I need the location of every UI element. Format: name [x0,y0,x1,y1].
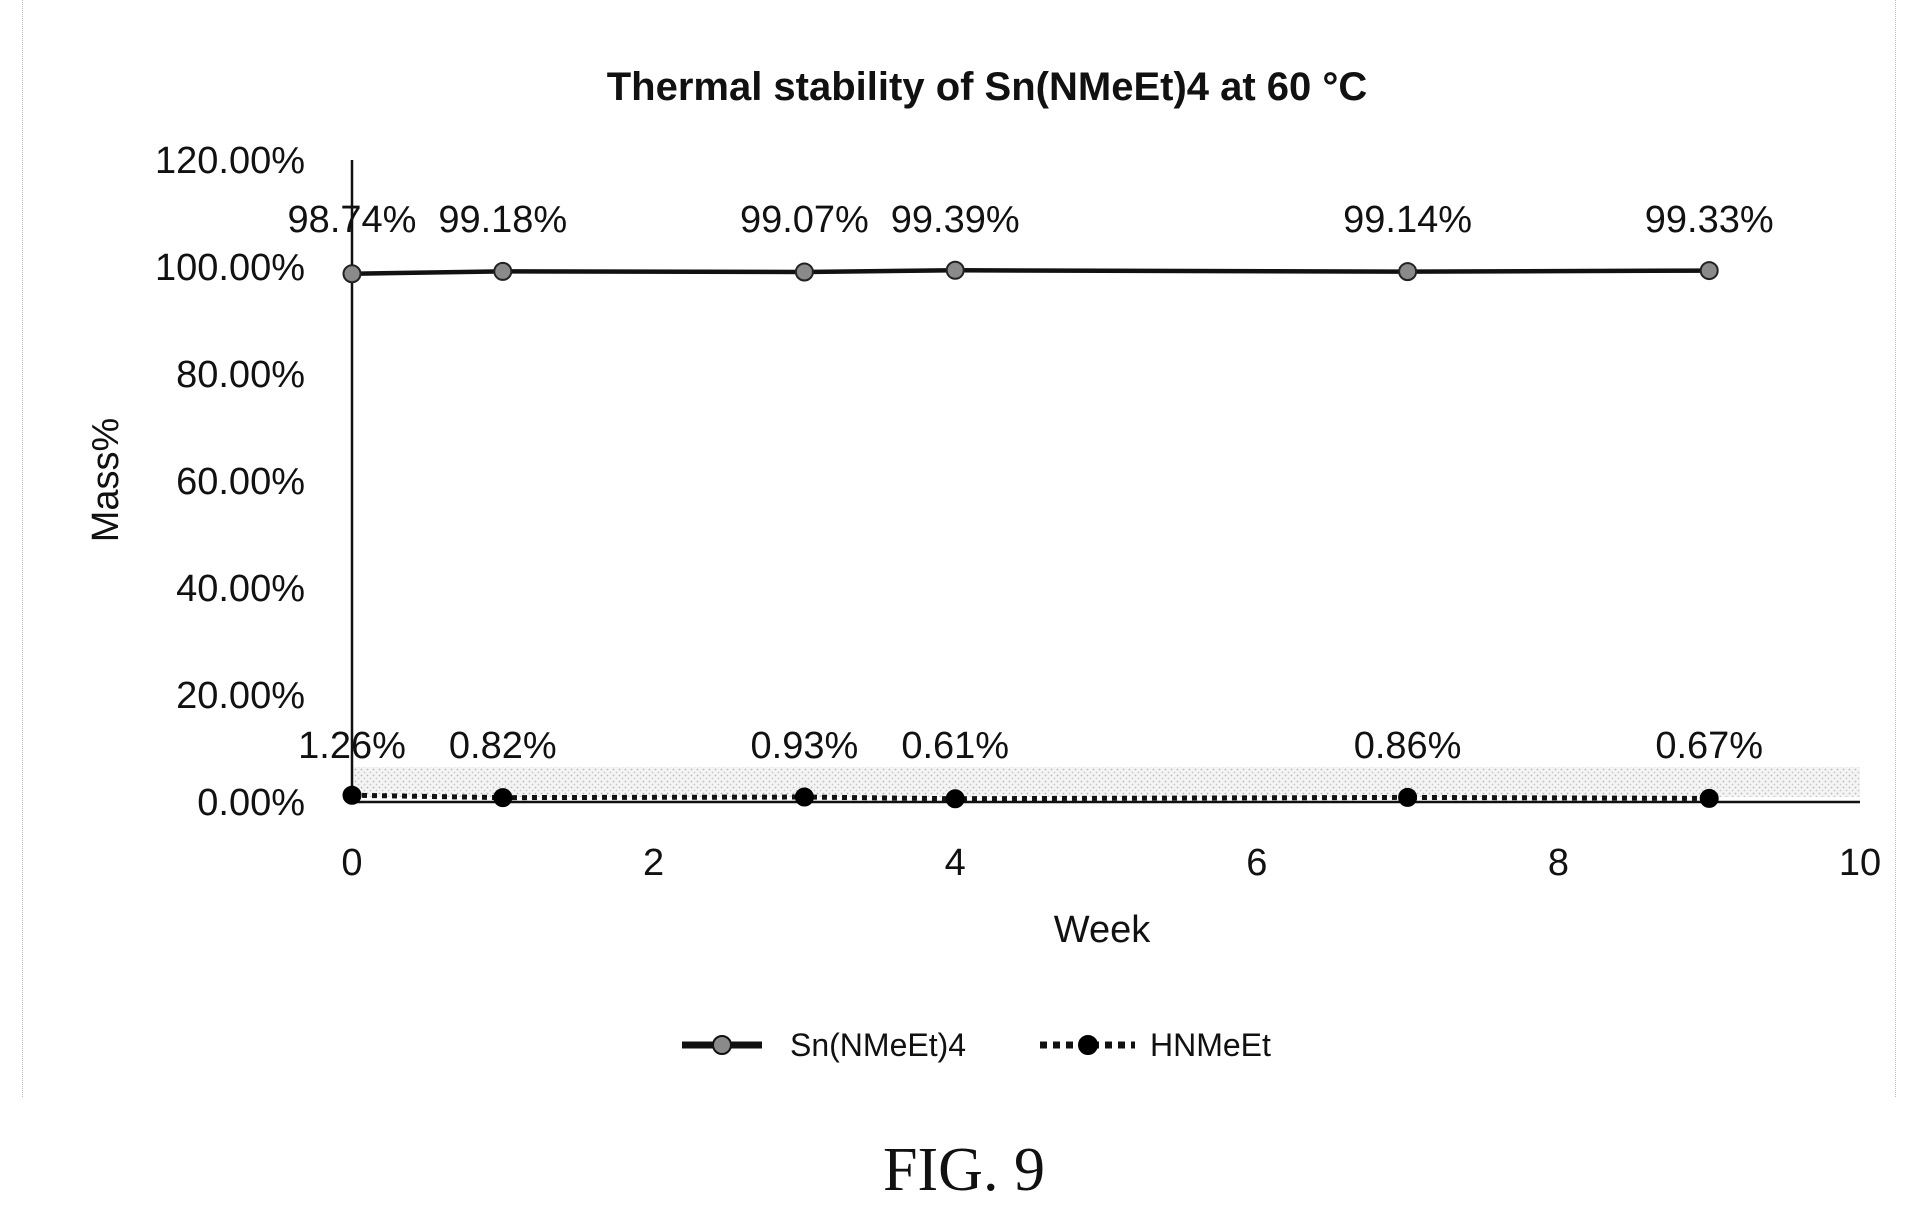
series-1-data-label: 0.86% [1354,725,1462,767]
series-1-point [945,789,965,809]
series-0-point [945,260,965,280]
series-0-point [794,262,814,282]
x-tick-label: 2 [643,842,664,884]
line-chart: Thermal stability of Sn(NMeEt)4 at 60 °C… [85,65,1881,1063]
series-0-data-label: 99.33% [1645,199,1774,241]
series-1-point [493,788,513,808]
y-tick-label: 60.00% [176,461,305,503]
series-0-data-label: 99.14% [1343,199,1472,241]
series-0-data-label: 98.74% [288,199,417,241]
chart-title: Thermal stability of Sn(NMeEt)4 at 60 °C [607,65,1368,109]
y-tick-label: 20.00% [176,675,305,717]
lower-band-shading [352,767,1860,797]
series-0-point [1699,261,1719,281]
legend-item-hnmeet: HNMeEt [1040,1027,1271,1063]
y-tick-labels: 0.00% 20.00% 40.00% 60.00% 80.00% 100.00% 120.… [155,140,305,824]
y-tick-label: 80.00% [176,354,305,396]
series-layer [342,260,1719,809]
x-tick-label: 6 [1246,842,1267,884]
x-tick-label: 0 [341,842,362,884]
chart-frame [22,0,1896,1097]
x-tick-labels: 0 2 4 6 8 10 [341,842,1881,884]
x-tick-label: 8 [1548,842,1569,884]
y-tick-label: 0.00% [197,782,305,824]
x-axis-label: Week [1054,909,1151,951]
series-0-data-label: 99.18% [438,199,567,241]
legend-label-hnmeet: HNMeEt [1150,1027,1271,1063]
series-1-data-label: 0.67% [1655,725,1763,767]
legend-item-sn-nmeet4: Sn(NMeEt)4 [682,1027,966,1063]
figure-caption: FIG. 9 [883,1136,1045,1204]
legend: Sn(NMeEt)4 HNMeEt [682,1027,1271,1063]
series-0-point [342,264,362,284]
series-1-data-label: 0.93% [751,725,859,767]
x-tick-label: 4 [945,842,966,884]
legend-label-sn-nmeet4: Sn(NMeEt)4 [790,1027,966,1063]
y-tick-label: 120.00% [155,140,305,182]
series-1-point [1398,787,1418,807]
series-0-data-label: 99.39% [891,199,1020,241]
legend-marker-black [1078,1035,1098,1055]
series-1-point [794,787,814,807]
series-0-point [493,261,513,281]
legend-marker-gray [712,1035,732,1055]
x-tick-label: 10 [1839,842,1881,884]
series-0-point [1398,262,1418,282]
y-axis-label: Mass% [85,418,127,543]
series-0-data-label: 99.07% [740,199,869,241]
series-1-data-label: 0.61% [901,725,1009,767]
series-1-point [1699,788,1719,808]
y-tick-label: 100.00% [155,247,305,289]
data-labels: 98.74% 99.18% 99.07% 99.39% 99.14% 99.33% 1.26… [288,199,1774,767]
series-1-point [342,785,362,805]
y-tick-label: 40.00% [176,568,305,610]
series-1-data-label: 1.26% [298,725,406,767]
series-line-0 [351,268,1710,276]
series-1-data-label: 0.82% [449,725,557,767]
